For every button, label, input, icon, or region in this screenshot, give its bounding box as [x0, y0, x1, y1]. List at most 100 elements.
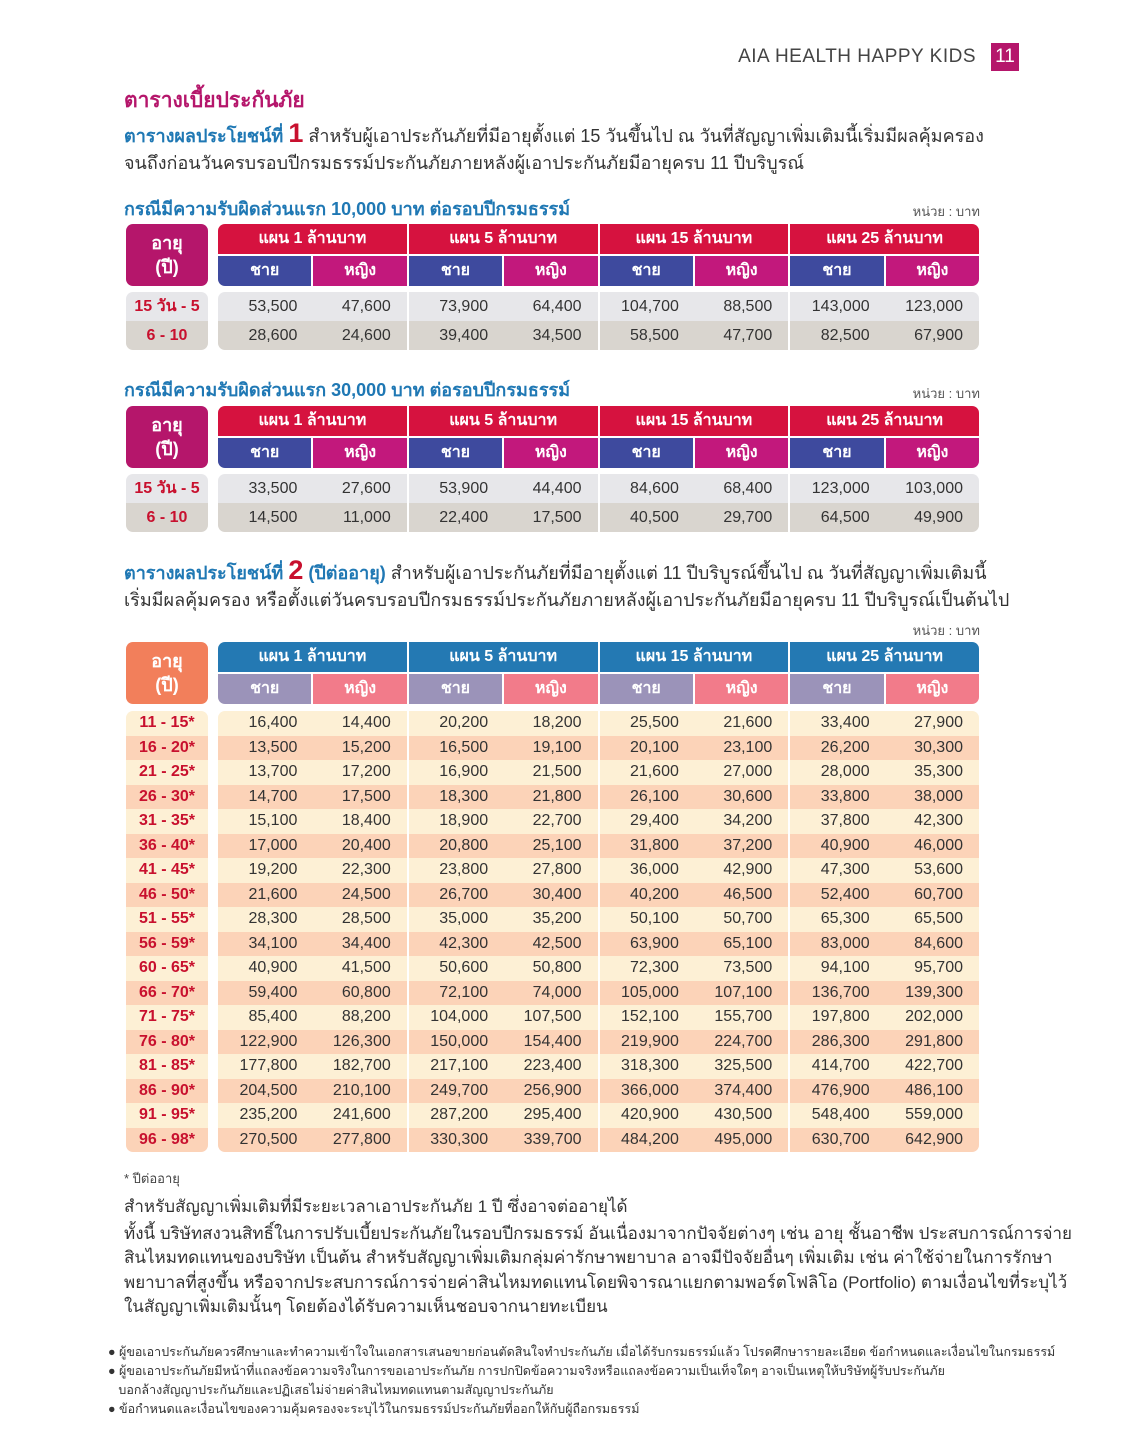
premium-value: 14,500 [218, 503, 314, 532]
premium-value: 177,800 [218, 1054, 314, 1079]
premium-value: 19,200 [218, 858, 314, 883]
age-range: 15 วัน - 5 [126, 474, 208, 503]
premium-table-2: อายุ (ปี) แผน 1 ล้านบาท ชาย หญิง แผน 5 ล้านบา… [126, 406, 981, 534]
premium-value: 40,500 [599, 503, 695, 532]
premium-value: 14,400 [313, 711, 407, 736]
premium-value: 18,300 [408, 784, 505, 809]
age-range: 60 - 65* [126, 956, 208, 981]
table-row: 31 - 35* 15,100 18,400 18,900 22,700 29,400 34… [126, 809, 981, 834]
premium-value: 88,200 [313, 1005, 407, 1030]
gender-male-header: ชาย [790, 674, 884, 704]
table-row: 15 วัน - 5 33,500 27,600 53,900 44,400 84,600… [126, 474, 981, 503]
premium-value: 22,400 [408, 503, 505, 532]
premium-value: 249,700 [408, 1078, 505, 1103]
table-row: 81 - 85* 177,800 182,700 217,100 223,400 318,… [126, 1054, 981, 1079]
premium-value: 23,100 [694, 735, 789, 760]
premium-value: 17,000 [218, 833, 314, 858]
remark-line: พยาบาลที่สูงขึ้น หรือจากประสบการณ์การจ่า… [124, 1272, 1068, 1292]
premium-value: 18,400 [313, 809, 407, 834]
age-range: 26 - 30* [126, 784, 208, 809]
premium-value: 29,700 [694, 503, 789, 532]
premium-value: 210,100 [313, 1078, 407, 1103]
disclaimer-item: ● ผู้ขอเอาประกันภัยมีหน้าที่แถลงข้อความจ… [108, 1364, 945, 1378]
premium-value: 17,200 [313, 760, 407, 785]
plan-header: แผน 25 ล้านบาท [790, 224, 979, 254]
age-range: 46 - 50* [126, 882, 208, 907]
premium-value: 150,000 [408, 1029, 505, 1054]
premium-value: 197,800 [790, 1005, 886, 1030]
gender-female-header: หญิง [313, 674, 407, 704]
premium-value: 41,500 [313, 956, 407, 981]
premium-value: 27,000 [694, 760, 789, 785]
premium-value: 46,000 [885, 833, 979, 858]
table-row: 76 - 80* 122,900 126,300 150,000 154,400 219,… [126, 1029, 981, 1054]
premium-value: 37,800 [790, 809, 886, 834]
premium-value: 277,800 [313, 1127, 407, 1152]
premium-value: 35,000 [408, 907, 505, 932]
age-range: 15 วัน - 5 [126, 292, 208, 321]
plan-header: แผน 15 ล้านบาท [599, 406, 789, 436]
premium-value: 29,400 [599, 809, 695, 834]
premium-value: 495,000 [694, 1127, 789, 1152]
premium-value: 16,400 [218, 711, 314, 736]
benefit2-number: 2 [288, 555, 304, 585]
premium-value: 270,500 [218, 1127, 314, 1152]
premium-value: 287,200 [408, 1103, 505, 1128]
age-range: 66 - 70* [126, 980, 208, 1005]
premium-value: 72,300 [599, 956, 695, 981]
premium-value: 182,700 [313, 1054, 407, 1079]
premium-value: 33,500 [218, 474, 314, 503]
age-range: 6 - 10 [126, 321, 208, 350]
premium-value: 104,000 [408, 1005, 505, 1030]
benefit2-intro: ตารางผลประโยชน์ที่ 2 (ปีต่ออายุ) สำหรับผ… [124, 557, 1009, 614]
premium-value: 73,500 [694, 956, 789, 981]
premium-value: 16,500 [408, 735, 505, 760]
premium-value: 20,400 [313, 833, 407, 858]
premium-value: 33,400 [790, 711, 886, 736]
table-row: 66 - 70* 59,400 60,800 72,100 74,000 105,000 1… [126, 980, 981, 1005]
table-row: 21 - 25* 13,700 17,200 16,900 21,500 21,600 27… [126, 760, 981, 785]
gender-female-header: หญิง [885, 256, 979, 286]
gender-female-header: หญิง [885, 674, 979, 704]
age-header-unit: (ปี) [155, 257, 179, 277]
premium-value: 22,300 [313, 858, 407, 883]
premium-value: 123,000 [790, 474, 886, 503]
table-row: 36 - 40* 17,000 20,400 20,800 25,100 31,800 37… [126, 833, 981, 858]
age-range: 86 - 90* [126, 1078, 208, 1103]
premium-value: 40,900 [218, 956, 314, 981]
premium-value: 46,500 [694, 882, 789, 907]
premium-value: 204,500 [218, 1078, 314, 1103]
premium-value: 52,400 [790, 882, 886, 907]
premium-value: 136,700 [790, 980, 886, 1005]
age-range: 41 - 45* [126, 858, 208, 883]
age-range: 36 - 40* [126, 833, 208, 858]
premium-value: 15,100 [218, 809, 314, 834]
page-title: ตารางเบี้ยประกันภัย [124, 89, 305, 112]
premium-value: 155,700 [694, 1005, 789, 1030]
premium-value: 35,200 [504, 907, 598, 932]
premium-value: 72,100 [408, 980, 505, 1005]
plan-header: แผน 5 ล้านบาท [408, 642, 598, 672]
unit-label: หน่วย : บาท [912, 623, 980, 638]
gender-female-header: หญิง [694, 674, 789, 704]
gender-male-header: ชาย [790, 256, 884, 286]
premium-value: 82,500 [790, 321, 886, 350]
premium-value: 40,900 [790, 833, 886, 858]
premium-value: 60,700 [885, 882, 979, 907]
premium-value: 47,700 [694, 321, 789, 350]
page-number: 11 [991, 43, 1019, 71]
table-row: 11 - 15* 16,400 14,400 20,200 18,200 25,500 21… [126, 711, 981, 736]
brand-title: AIA HEALTH HAPPY KIDS [738, 46, 976, 67]
premium-value: 21,800 [504, 784, 598, 809]
premium-value: 13,700 [218, 760, 314, 785]
premium-value: 95,700 [885, 956, 979, 981]
age-range: 96 - 98* [126, 1127, 208, 1152]
premium-value: 235,200 [218, 1103, 314, 1128]
premium-value: 139,300 [885, 980, 979, 1005]
premium-value: 291,800 [885, 1029, 979, 1054]
premium-value: 476,900 [790, 1078, 886, 1103]
age-header: อายุ (ปี) [126, 642, 208, 704]
age-header: อายุ (ปี) [126, 406, 208, 468]
premium-value: 152,100 [599, 1005, 695, 1030]
remarks: สำหรับสัญญาเพิ่มเติมที่มีระยะเวลาเอาประก… [124, 1195, 1072, 1320]
